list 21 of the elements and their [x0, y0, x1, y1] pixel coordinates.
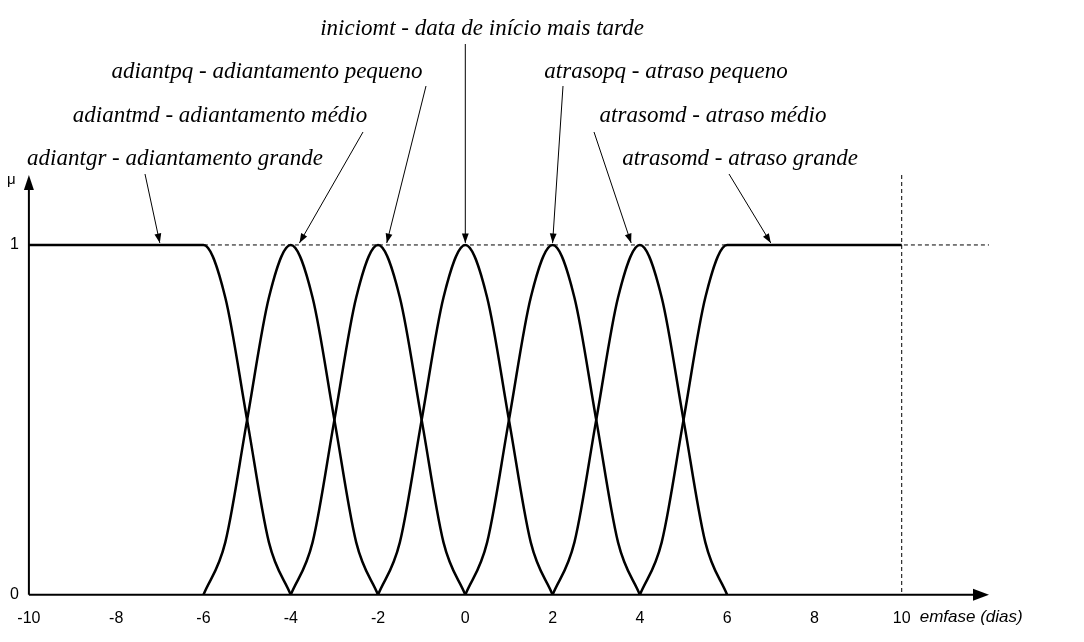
x-tick-label: -6: [196, 608, 211, 626]
x-tick-label: -10: [17, 608, 41, 626]
x-tick-label: 0: [460, 608, 470, 626]
annotation: atrasopq - atraso pequeno: [544, 58, 788, 84]
annotation: iniciomt - data de início mais tarde: [320, 15, 644, 41]
x-tick-label: 8: [809, 608, 819, 626]
x-tick-label: -4: [283, 608, 298, 626]
annotation: atrasomd - atraso médio: [599, 102, 827, 128]
annotation: atrasomd - atraso grande: [622, 145, 858, 171]
x-tick-label: 10: [892, 608, 911, 626]
x-tick-label: -8: [109, 608, 124, 626]
y-axis-title: μ: [6, 169, 16, 187]
x-tick-label: -2: [370, 608, 386, 626]
annotation: adiantpq - adiantamento pequeno: [111, 58, 423, 84]
x-tick-label: 4: [635, 608, 645, 626]
annotation: adiantgr - adiantamento grande: [27, 145, 323, 171]
y-tick-label: 1: [9, 235, 19, 253]
x-tick-label: 6: [722, 608, 732, 626]
x-tick-label: 2: [548, 608, 558, 626]
annotation: adiantmd - adiantamento médio: [72, 102, 368, 128]
x-axis-title: emfase (dias): [919, 607, 1023, 627]
